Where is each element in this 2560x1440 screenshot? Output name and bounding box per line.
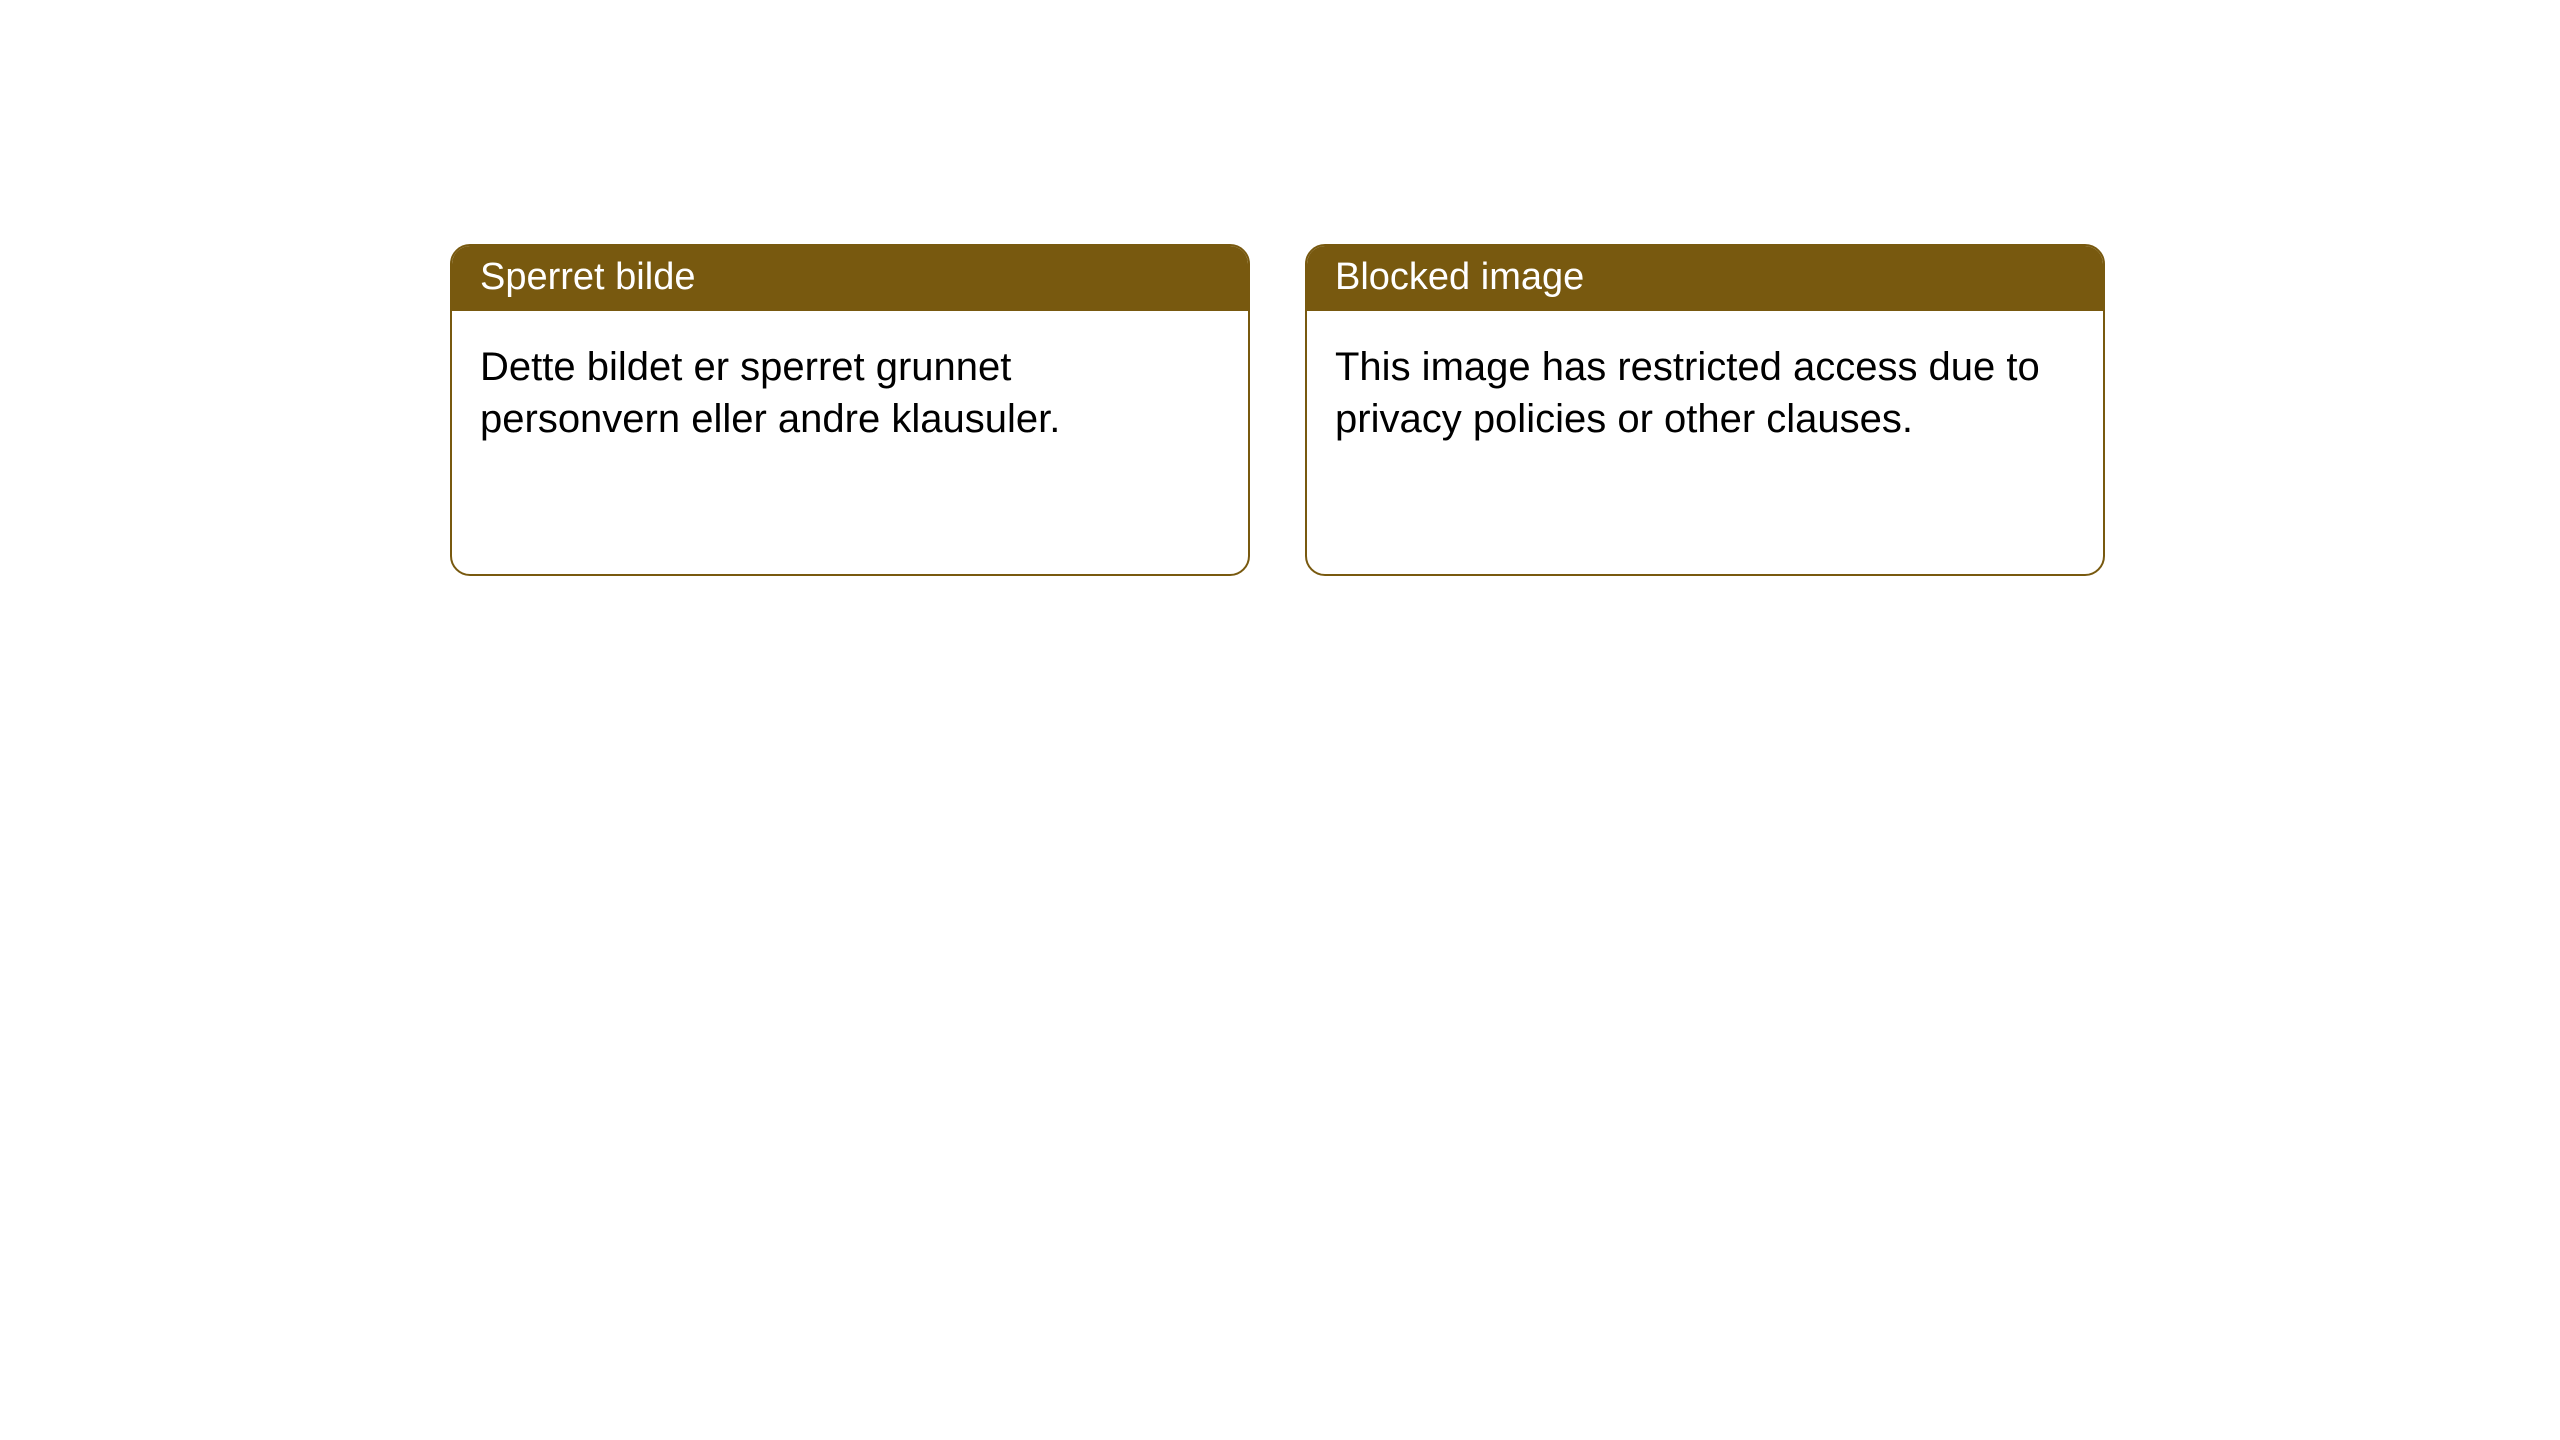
notice-body: This image has restricted access due to … [1307, 311, 2103, 475]
notice-container: Sperret bilde Dette bildet er sperret gr… [450, 244, 2105, 576]
notice-header: Blocked image [1307, 246, 2103, 311]
notice-title: Blocked image [1335, 256, 1584, 298]
notice-body-text: This image has restricted access due to … [1335, 345, 2040, 441]
notice-body-text: Dette bildet er sperret grunnet personve… [480, 345, 1060, 441]
notice-title: Sperret bilde [480, 256, 695, 298]
notice-body: Dette bildet er sperret grunnet personve… [452, 311, 1248, 475]
notice-box-english: Blocked image This image has restricted … [1305, 244, 2105, 576]
notice-box-norwegian: Sperret bilde Dette bildet er sperret gr… [450, 244, 1250, 576]
notice-header: Sperret bilde [452, 246, 1248, 311]
